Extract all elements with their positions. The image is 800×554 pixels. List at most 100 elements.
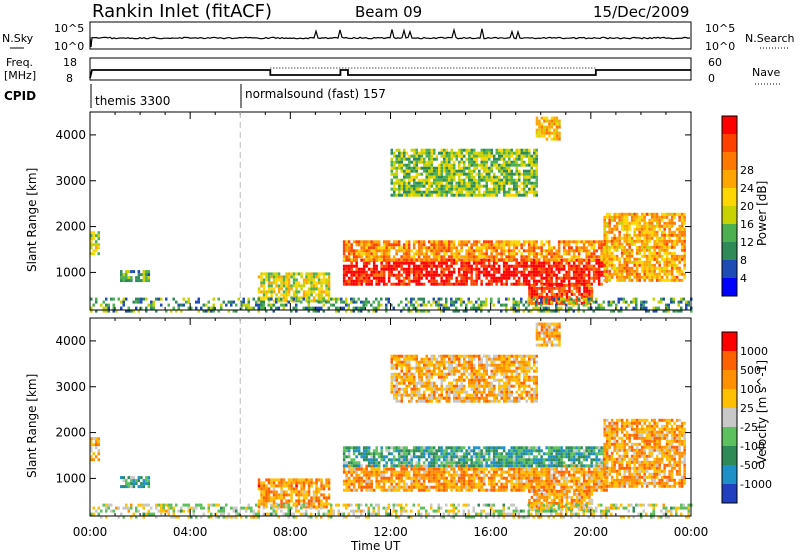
heatmap-cell [393,190,396,194]
heatmap-cell [132,482,136,486]
heatmap-cell [553,292,556,296]
heatmap-cell [282,490,286,494]
heatmap-cell [465,172,468,176]
heatmap-cell [580,261,583,265]
heatmap-cell [367,464,371,468]
heatmap-cell [493,184,496,188]
heatmap-cell [502,485,506,489]
heatmap-cell [475,279,478,283]
heatmap-cell [422,476,426,480]
heatmap-cell [645,230,649,234]
heatmap-cell [437,246,441,250]
heatmap-cell [620,272,624,276]
heatmap-cell [590,264,593,268]
heatmap-cell [557,309,560,313]
heatmap-cell [565,295,569,299]
heatmap-cell [270,481,273,485]
heatmap-cell [488,187,491,191]
heatmap-cell [290,299,293,303]
heatmap-cell [530,485,533,489]
heatmap-cell [505,240,508,244]
heatmap-cell [660,230,664,234]
heatmap-cell [267,281,271,285]
heatmap-cell [655,242,659,246]
heatmap-cell [533,148,536,152]
heatmap-cell [600,282,603,286]
heatmap-cell [535,175,538,179]
heatmap-cell [643,239,646,243]
heatmap-cell [142,297,145,301]
heatmap-cell [532,467,536,471]
heatmap-cell [477,246,481,250]
heatmap-cell [342,264,346,268]
heatmap-cell [397,473,401,477]
heatmap-cell [483,154,486,158]
heatmap-cell [285,296,288,300]
heatmap-cell [457,282,461,286]
heatmap-cell [217,309,220,313]
heatmap-cell [425,264,428,268]
heatmap-cell [650,257,654,261]
heatmap-cell [537,279,541,283]
heatmap-cell [437,255,441,259]
heatmap-cell [327,300,330,304]
heatmap-cell [480,175,483,179]
heatmap-cell [382,470,386,474]
heatmap-cell [325,278,328,282]
heatmap-cell [595,306,598,310]
heatmap-cell [495,249,498,253]
heatmap-cell [395,485,398,489]
heatmap-cell [613,218,616,222]
heatmap-cell [205,309,208,313]
heatmap-cell [145,279,148,283]
heatmap-cell [102,300,105,304]
heatmap-cell [535,267,538,271]
heatmap-cell [142,276,146,280]
heatmap-cell [658,215,661,219]
heatmap-cell [365,446,368,450]
heatmap-cell [608,278,611,282]
heatmap-cell [462,279,466,283]
heatmap-cell [300,296,303,300]
heatmap-cell [410,175,413,179]
heatmap-cell [635,266,639,270]
heatmap-cell [505,479,508,483]
heatmap-cell [483,157,486,161]
heatmap-cell [670,257,674,261]
heatmap-cell [648,278,651,282]
heatmap-cell [267,493,271,497]
heatmap-cell [517,467,521,471]
heatmap-cell [407,246,411,250]
heatmap-cell [562,476,566,480]
heatmap-cell [515,246,518,250]
heatmap-cell [498,166,501,170]
heatmap-cell [427,258,431,262]
heatmap-cell [315,306,318,310]
heatmap-cell [440,246,443,250]
heatmap-cell [668,230,671,234]
heatmap-cell [392,485,396,489]
heatmap-cell [625,306,628,310]
heatmap-cell [347,455,351,459]
heatmap-cell [550,249,553,253]
heatmap-cell [490,479,493,483]
heatmap-cell [523,163,526,167]
heatmap-cell [367,273,371,277]
heatmap-cell [307,287,311,291]
heatmap-cell [603,257,606,261]
heatmap-cell [357,279,361,283]
heatmap-cell [498,163,501,167]
heatmap-cell [625,224,629,228]
heatmap-cell [565,479,568,483]
heatmap-cell [187,300,190,304]
heatmap-cell [277,297,280,301]
heatmap-cell [448,184,451,188]
heatmap-cell [472,261,476,265]
heatmap-cell [195,300,198,304]
heatmap-cell [505,258,508,262]
heatmap-cell [387,488,391,492]
heatmap-cell [575,279,578,283]
heatmap-cell [515,148,518,152]
heatmap-cell [488,193,491,197]
heatmap-cell [500,181,503,185]
